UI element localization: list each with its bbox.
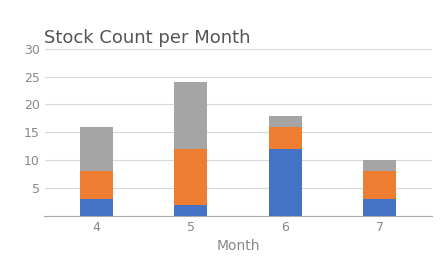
Bar <box>269 127 302 149</box>
Bar <box>80 171 113 199</box>
Bar <box>174 205 207 216</box>
Bar <box>363 199 396 216</box>
Bar <box>363 171 396 199</box>
Text: Stock Count per Month: Stock Count per Month <box>44 29 251 47</box>
Bar <box>80 199 113 216</box>
X-axis label: Month: Month <box>216 239 260 254</box>
Bar <box>363 160 396 171</box>
Bar <box>174 82 207 149</box>
Bar <box>80 127 113 171</box>
Bar <box>269 116 302 127</box>
Bar <box>269 149 302 216</box>
Bar <box>174 149 207 205</box>
